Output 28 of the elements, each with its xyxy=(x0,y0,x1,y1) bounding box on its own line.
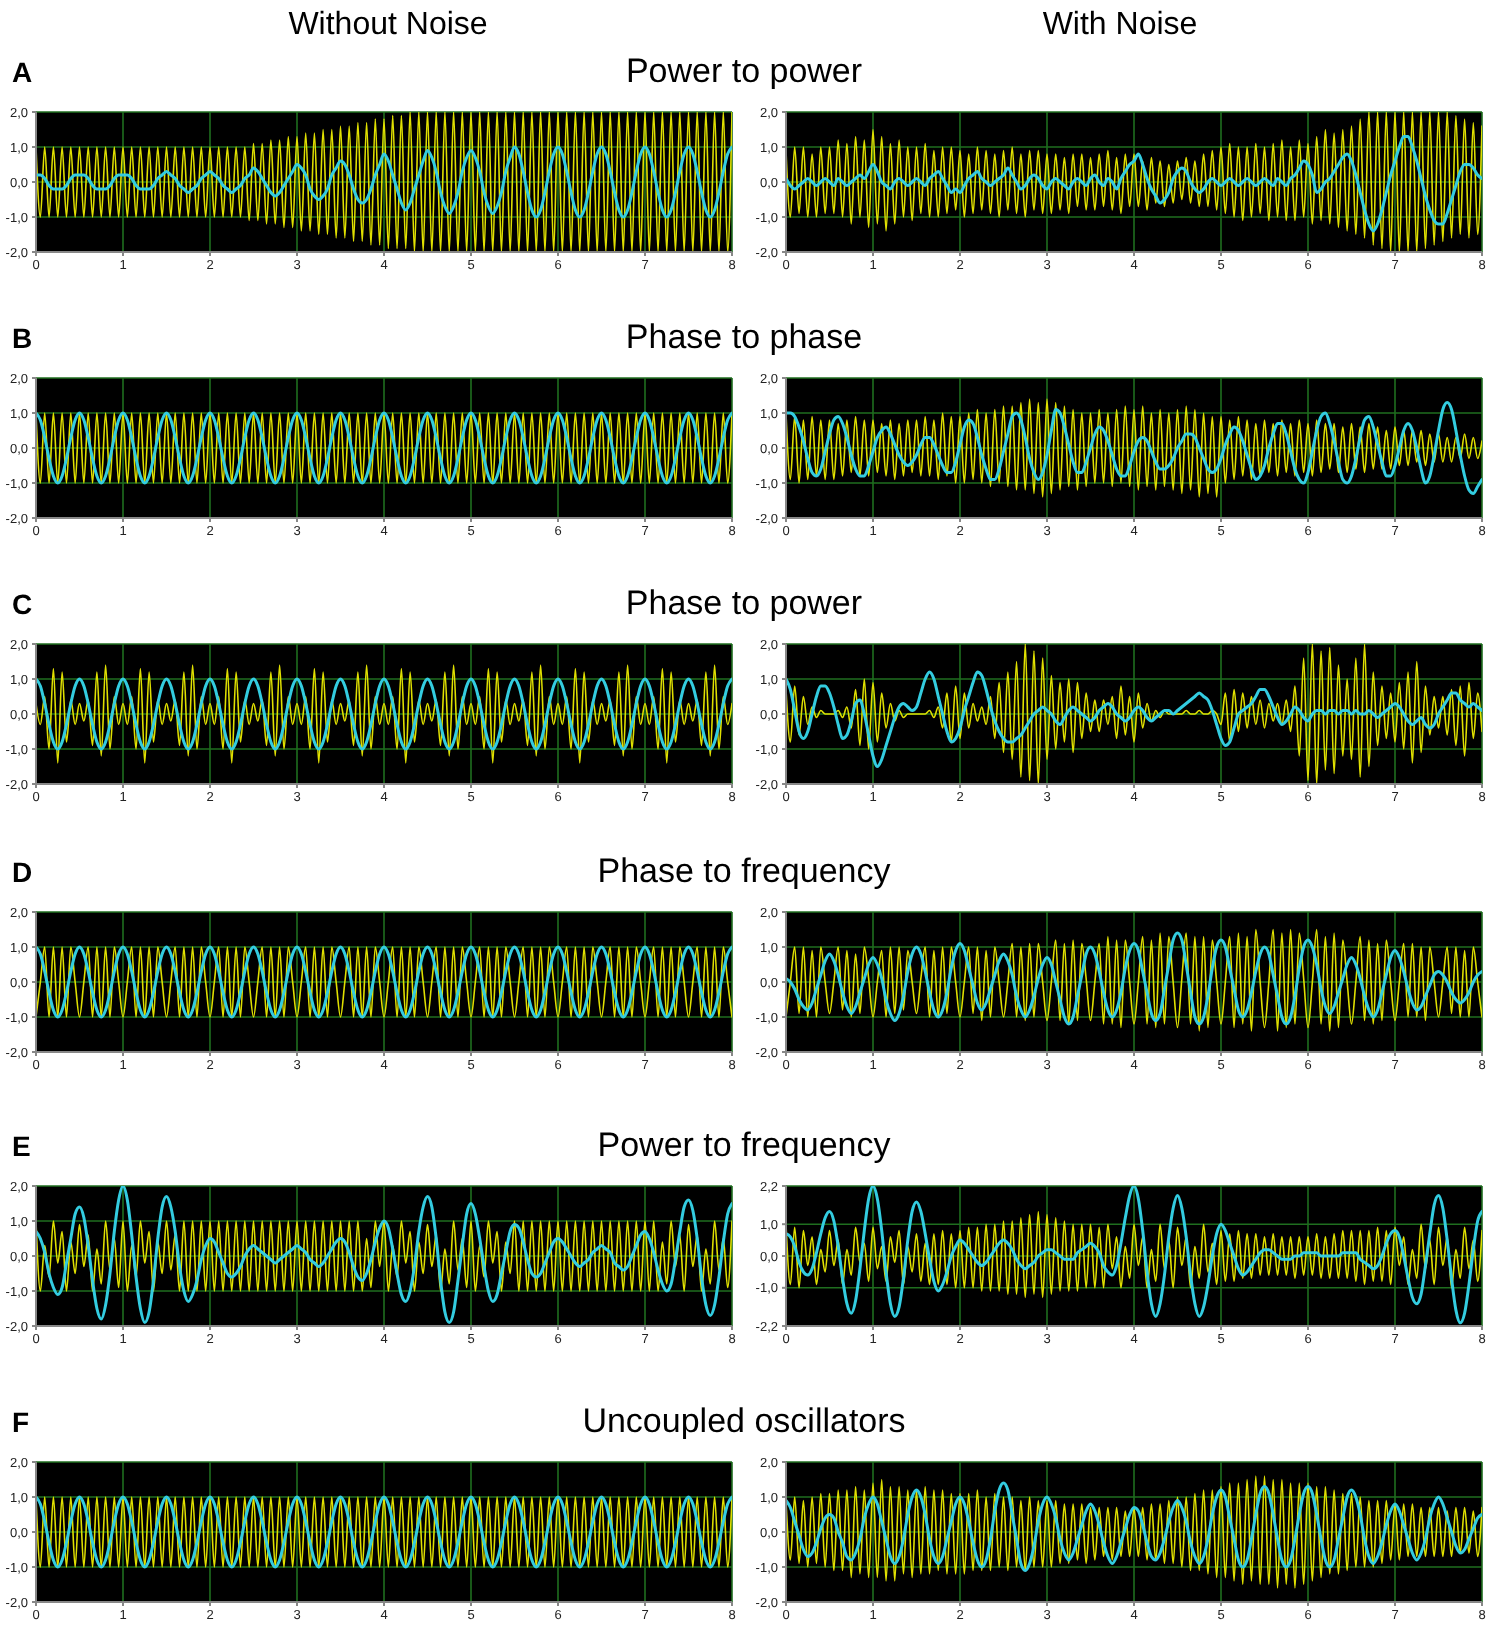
line-series xyxy=(786,670,1482,768)
chart-title: Phase to frequency xyxy=(597,852,891,890)
text: D xyxy=(12,854,33,890)
text: Without Noise xyxy=(286,6,490,46)
line-series xyxy=(786,112,1482,252)
chart-title: Uncoupled oscillators xyxy=(582,1402,906,1440)
line-series xyxy=(786,1475,1482,1589)
line-series xyxy=(786,1210,1482,1299)
text: A xyxy=(12,54,33,90)
line-series xyxy=(786,1481,1482,1572)
text: C xyxy=(12,586,33,622)
line-series xyxy=(36,1220,732,1292)
text: F xyxy=(12,1404,30,1440)
line-series xyxy=(36,145,732,219)
line-series xyxy=(36,664,732,764)
text: With Noise xyxy=(1040,6,1200,46)
chart-title: Power to power xyxy=(625,52,863,90)
line-series xyxy=(786,644,1482,784)
line-series xyxy=(786,135,1482,233)
line-series xyxy=(36,112,732,252)
chart-title: Power to frequency xyxy=(597,1126,891,1164)
line-series xyxy=(786,1186,1482,1325)
line-series xyxy=(36,677,732,751)
text: B xyxy=(12,320,33,356)
chart-title: Phase to phase xyxy=(625,318,863,356)
line-series xyxy=(36,1186,732,1324)
text: E xyxy=(12,1128,31,1164)
chart-title: Phase to power xyxy=(625,584,863,622)
